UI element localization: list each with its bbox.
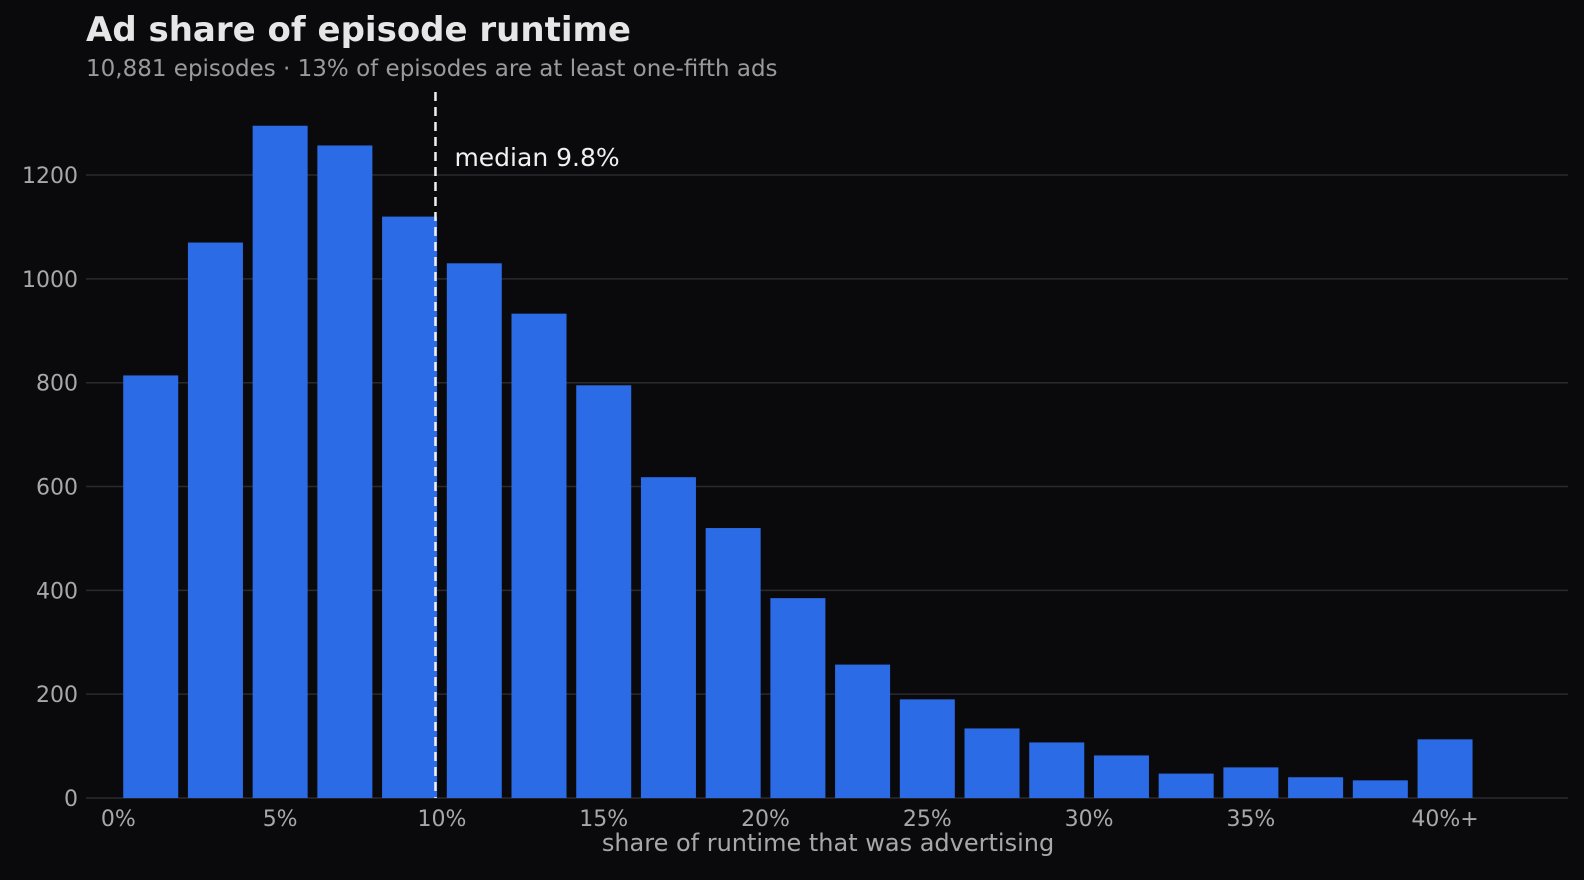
- y-tick-label: 1200: [22, 164, 78, 189]
- x-tick-label: 25%: [903, 807, 952, 832]
- y-tick-label: 800: [36, 372, 78, 397]
- histogram-bar: [899, 699, 955, 798]
- median-label: median 9.8%: [454, 143, 619, 172]
- grid-layer: [86, 174, 1568, 799]
- x-tick-label: 10%: [417, 807, 466, 832]
- histogram-bar: [1352, 780, 1408, 798]
- histogram-bar: [964, 728, 1020, 798]
- x-tick-label: 15%: [579, 807, 628, 832]
- histogram-bar: [123, 375, 179, 798]
- histogram-bar: [576, 385, 632, 798]
- histogram-bar: [770, 598, 826, 798]
- y-tick-label: 1000: [22, 268, 78, 293]
- histogram-bar: [446, 263, 502, 798]
- bar-layer: [123, 125, 1473, 798]
- x-axis-ticks: 0% 5% 10% 15% 20% 25% 30% 35% 40%+: [101, 807, 1479, 832]
- y-axis-ticks: 0 200 400 600 800 1000 1200: [22, 164, 78, 812]
- histogram-bar: [252, 125, 308, 798]
- histogram-bar: [1029, 742, 1085, 798]
- histogram-bar: [1288, 777, 1344, 798]
- y-tick-label: 600: [36, 476, 78, 501]
- histogram-bar: [1417, 739, 1473, 798]
- histogram-bar: [187, 242, 243, 798]
- x-tick-label: 0%: [101, 807, 136, 832]
- x-tick-label: 35%: [1226, 807, 1275, 832]
- chart-title: Ad share of episode runtime: [86, 10, 631, 50]
- y-tick-label: 0: [64, 787, 78, 812]
- y-tick-label: 400: [36, 579, 78, 604]
- histogram-bar: [1223, 767, 1279, 798]
- histogram-bar: [382, 216, 438, 798]
- histogram-bar: [835, 664, 891, 798]
- histogram-bar: [317, 145, 373, 798]
- histogram-bar: [1093, 755, 1149, 798]
- histogram-bar: [640, 477, 696, 798]
- x-axis-label: share of runtime that was advertising: [602, 829, 1054, 857]
- chart-subtitle: 10,881 episodes · 13% of episodes are at…: [86, 56, 778, 82]
- median-layer: median 9.8%: [434, 92, 620, 798]
- x-tick-label: 30%: [1065, 807, 1114, 832]
- histogram-bar: [1158, 773, 1214, 798]
- x-tick-label: 20%: [741, 807, 790, 832]
- histogram-bar: [705, 528, 761, 798]
- x-tick-label: 40%+: [1411, 807, 1478, 832]
- histogram-bar: [511, 313, 567, 798]
- y-tick-label: 200: [36, 683, 78, 708]
- x-tick-label: 5%: [263, 807, 298, 832]
